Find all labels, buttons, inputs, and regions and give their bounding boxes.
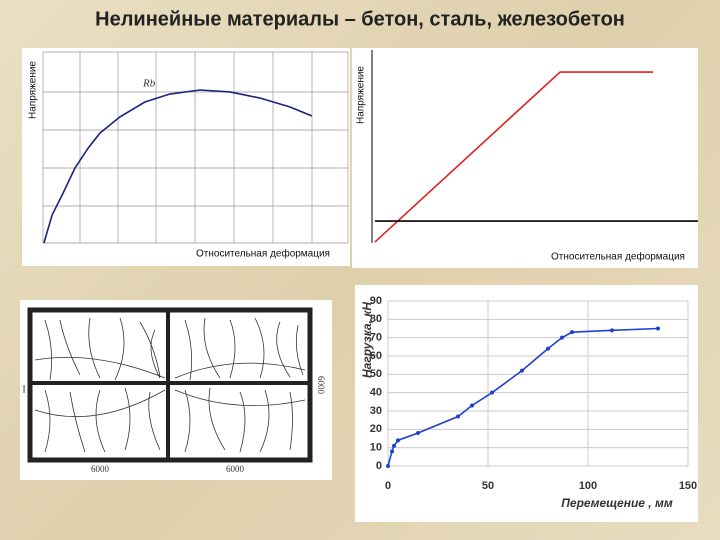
y-tick-label: 0 [376, 460, 382, 472]
y-tick-label: 10 [370, 442, 382, 454]
data-point [610, 328, 614, 333]
x-axis-title: Перемещение , мм [561, 496, 673, 510]
y-tick-label: 60 [370, 350, 382, 362]
data-point [546, 346, 550, 351]
data-point [390, 449, 394, 454]
panel [22, 48, 350, 266]
data-point [656, 326, 660, 331]
data-point [570, 330, 574, 335]
data-point [470, 403, 474, 408]
dimension-label: 6000 [91, 464, 110, 474]
y-tick-label: 30 [370, 405, 382, 417]
slab-drawing: 6000 6000 6000 I [20, 300, 332, 480]
data-point [396, 438, 400, 443]
panel [352, 48, 698, 268]
data-point [386, 464, 390, 468]
y-tick-label: 70 [370, 332, 382, 344]
data-point [490, 390, 494, 395]
x-axis-title: Относительная деформация [551, 251, 685, 263]
x-tick-label: 150 [679, 480, 697, 492]
x-axis-title: Относительная деформация [196, 248, 330, 260]
y-tick-label: 20 [370, 423, 382, 435]
dimension-label: 6000 [316, 376, 326, 395]
panel [355, 285, 698, 522]
data-line [374, 71, 654, 243]
data-point [392, 443, 396, 448]
annotation: Rb [142, 78, 156, 90]
y-axis-title: Напряжение [28, 61, 39, 119]
y-tick-label: 90 [370, 295, 382, 307]
x-tick-label: 50 [482, 480, 494, 492]
y-axis-title: Нагрузка, кН [360, 302, 374, 378]
section-label: I [22, 384, 25, 395]
y-tick-label: 50 [370, 368, 382, 380]
x-tick-label: 100 [579, 480, 597, 492]
y-tick-label: 40 [370, 387, 382, 399]
data-point [560, 335, 564, 340]
data-line [43, 89, 313, 244]
data-point [416, 431, 420, 435]
data-point [456, 414, 460, 419]
x-tick-label: 0 [385, 480, 391, 492]
cracks [34, 317, 306, 453]
slide-title: Нелинейные материалы – бетон, сталь, жел… [95, 8, 625, 30]
y-axis-title: Напряжение [356, 66, 367, 124]
y-tick-label: 80 [370, 313, 382, 325]
dimension-label: 6000 [226, 464, 245, 474]
data-point [520, 368, 524, 373]
